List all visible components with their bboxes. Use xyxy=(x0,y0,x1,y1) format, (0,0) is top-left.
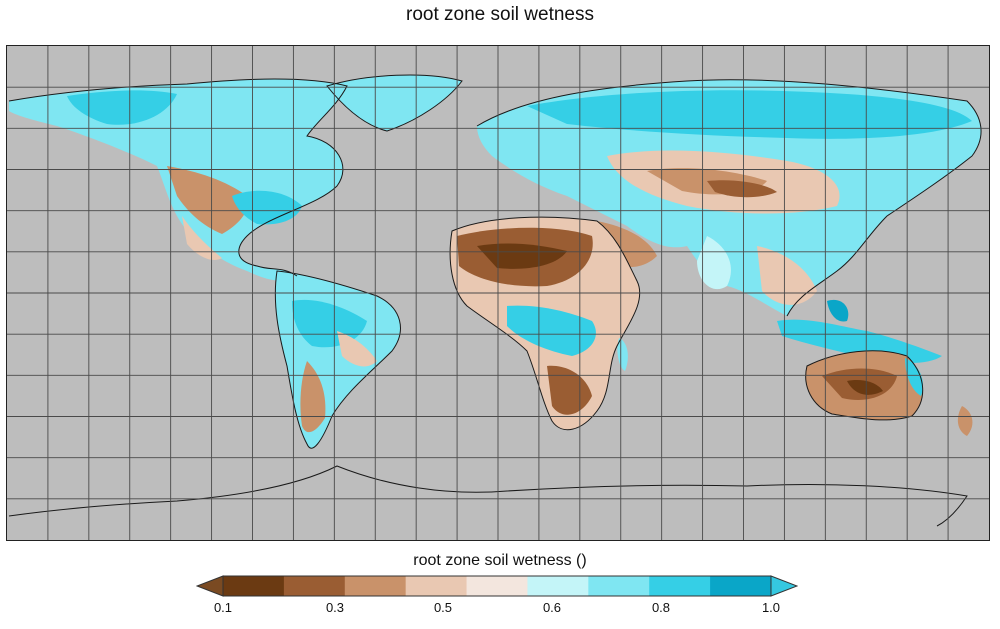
soil-wetness-map xyxy=(7,46,989,540)
africa-land xyxy=(450,217,640,430)
colorbar-segment xyxy=(588,576,650,596)
map-panel xyxy=(6,45,990,541)
tick-label-2: 0.5 xyxy=(433,600,453,615)
colorbar-segment xyxy=(223,576,285,596)
colorbar-segment xyxy=(466,576,528,596)
tick-label-0: 0.1 xyxy=(213,600,233,615)
south-america-land xyxy=(275,271,401,449)
colorbar-under-arrow xyxy=(196,575,224,597)
north-america-land xyxy=(9,74,462,281)
colorbar-segment xyxy=(283,576,346,596)
tick-label-3: 0.6 xyxy=(542,600,562,615)
colorbar-over-arrow xyxy=(770,575,798,597)
graticule-grid xyxy=(7,46,989,540)
australia-land xyxy=(805,350,973,436)
colorbar-segment xyxy=(710,576,772,596)
colorbar-segment xyxy=(344,576,407,596)
colorbar-segment xyxy=(405,576,468,596)
coastlines xyxy=(8,74,982,527)
eurasia-land xyxy=(477,79,982,316)
tick-label-1: 0.3 xyxy=(325,600,345,615)
map-title: root zone soil wetness xyxy=(406,4,594,25)
tick-label-4: 0.8 xyxy=(651,600,671,615)
colorbar xyxy=(196,575,798,597)
tick-label-5: 1.0 xyxy=(761,600,781,615)
colorbar-segment xyxy=(649,576,711,596)
colorbar-segment xyxy=(527,576,589,596)
legend-title: root zone soil wetness () xyxy=(413,552,587,569)
southeast-asia-islands xyxy=(777,299,942,363)
